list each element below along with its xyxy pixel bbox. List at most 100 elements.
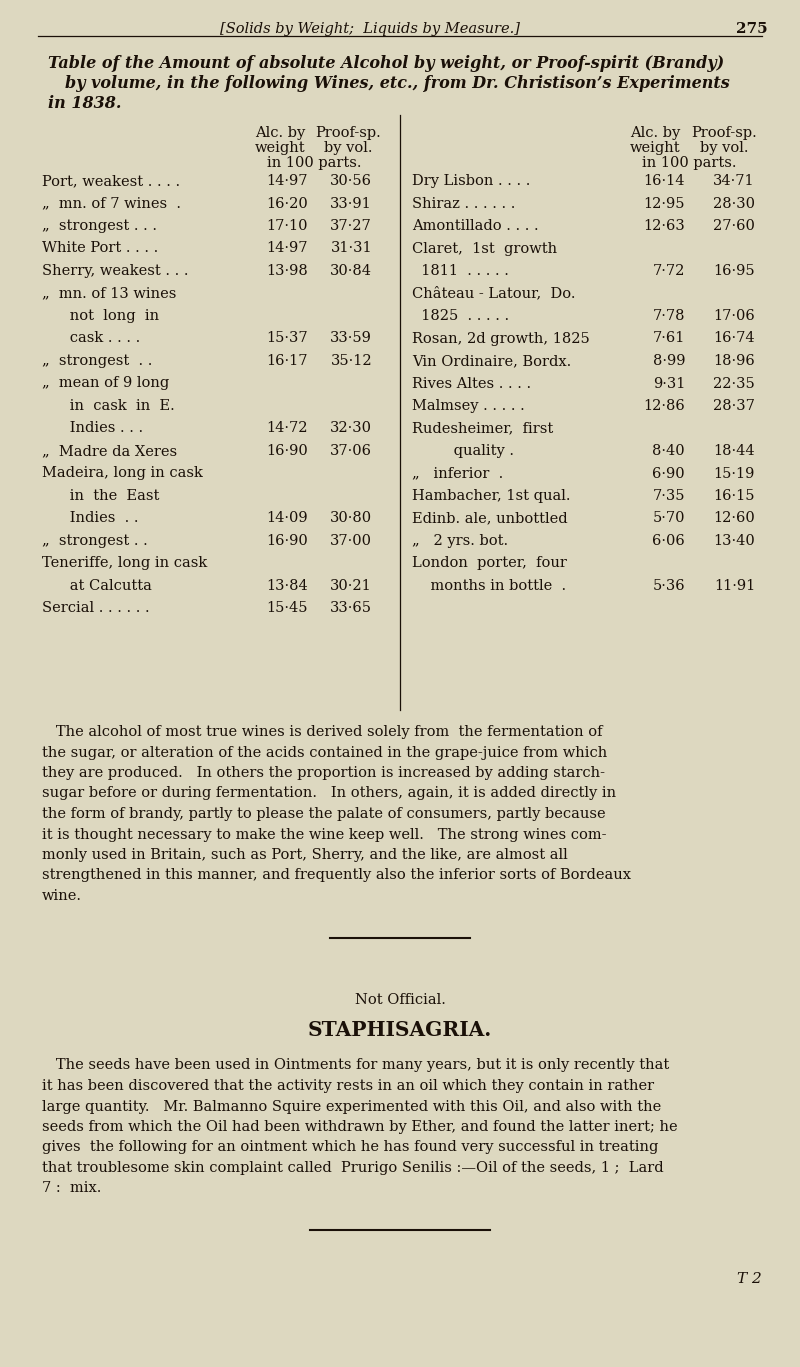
Text: cask . . . .: cask . . . .: [42, 332, 140, 346]
Text: in  the  East: in the East: [42, 489, 159, 503]
Text: 30·56: 30·56: [330, 174, 372, 189]
Text: Proof-sp.: Proof-sp.: [691, 126, 757, 139]
Text: 14·09: 14·09: [266, 511, 308, 525]
Text: 30·84: 30·84: [330, 264, 372, 278]
Text: Amontillado . . . .: Amontillado . . . .: [412, 219, 538, 232]
Text: „  strongest . .: „ strongest . .: [42, 534, 148, 548]
Text: „  mean of 9 long: „ mean of 9 long: [42, 376, 170, 391]
Text: White Port . . . .: White Port . . . .: [42, 242, 158, 256]
Text: T 2: T 2: [738, 1273, 762, 1286]
Text: 31·31: 31·31: [330, 242, 372, 256]
Text: 13·98: 13·98: [266, 264, 308, 278]
Text: 6·90: 6·90: [652, 466, 685, 480]
Text: at Calcutta: at Calcutta: [42, 580, 152, 593]
Text: 16·90: 16·90: [266, 534, 308, 548]
Text: 33·59: 33·59: [330, 332, 372, 346]
Text: 22·35: 22·35: [714, 376, 755, 391]
Text: it is thought necessary to make the wine keep well.   The strong wines com-: it is thought necessary to make the wine…: [42, 827, 606, 842]
Text: 30·21: 30·21: [330, 580, 372, 593]
Text: 7 :  mix.: 7 : mix.: [42, 1181, 102, 1196]
Text: 9·31: 9·31: [653, 376, 685, 391]
Text: 16·14: 16·14: [643, 174, 685, 189]
Text: 12·60: 12·60: [714, 511, 755, 525]
Text: 16·17: 16·17: [266, 354, 308, 368]
Text: 34·71: 34·71: [714, 174, 755, 189]
Text: [Solids by Weight;  Liquids by Measure.]: [Solids by Weight; Liquids by Measure.]: [220, 22, 520, 36]
Text: Alc. by: Alc. by: [630, 126, 680, 139]
Text: Edinb. ale, unbottled: Edinb. ale, unbottled: [412, 511, 568, 525]
Text: 15·19: 15·19: [714, 466, 755, 480]
Text: weight: weight: [630, 141, 680, 154]
Text: 16·74: 16·74: [714, 332, 755, 346]
Text: 6·06: 6·06: [652, 534, 685, 548]
Text: Vin Ordinaire, Bordx.: Vin Ordinaire, Bordx.: [412, 354, 571, 368]
Text: 16·90: 16·90: [266, 444, 308, 458]
Text: „   inferior  .: „ inferior .: [412, 466, 503, 480]
Text: Hambacher, 1st qual.: Hambacher, 1st qual.: [412, 489, 570, 503]
Text: 18·44: 18·44: [714, 444, 755, 458]
Text: „  mn. of 7 wines  .: „ mn. of 7 wines .: [42, 197, 181, 211]
Text: sugar before or during fermentation.   In others, again, it is added directly in: sugar before or during fermentation. In …: [42, 786, 616, 801]
Text: 8·40: 8·40: [652, 444, 685, 458]
Text: 14·97: 14·97: [266, 174, 308, 189]
Text: 17·06: 17·06: [714, 309, 755, 323]
Text: 275: 275: [736, 22, 768, 36]
Text: Indies . . .: Indies . . .: [42, 421, 143, 436]
Text: Indies  . .: Indies . .: [42, 511, 138, 525]
Text: 16·20: 16·20: [266, 197, 308, 211]
Text: 13·40: 13·40: [714, 534, 755, 548]
Text: Rudesheimer,  first: Rudesheimer, first: [412, 421, 554, 436]
Text: 7·61: 7·61: [653, 332, 685, 346]
Text: not  long  in: not long in: [42, 309, 159, 323]
Text: Rosan, 2d growth, 1825: Rosan, 2d growth, 1825: [412, 332, 590, 346]
Text: the form of brandy, partly to please the palate of consumers, partly because: the form of brandy, partly to please the…: [42, 807, 606, 822]
Text: the sugar, or alteration of the acids contained in the grape-juice from which: the sugar, or alteration of the acids co…: [42, 745, 607, 760]
Text: weight: weight: [254, 141, 306, 154]
Text: gives  the following for an ointment which he has found very successful in treat: gives the following for an ointment whic…: [42, 1140, 658, 1155]
Text: „  strongest  . .: „ strongest . .: [42, 354, 152, 368]
Text: Dry Lisbon . . . .: Dry Lisbon . . . .: [412, 174, 530, 189]
Text: Rives Altes . . . .: Rives Altes . . . .: [412, 376, 531, 391]
Text: in 100 parts.: in 100 parts.: [642, 156, 736, 170]
Text: „  strongest . . .: „ strongest . . .: [42, 219, 157, 232]
Text: 12·95: 12·95: [643, 197, 685, 211]
Text: 15·45: 15·45: [266, 601, 308, 615]
Text: 7·35: 7·35: [653, 489, 685, 503]
Text: by volume, in the following Wines, etc., from Dr. Christison’s Experiments: by volume, in the following Wines, etc.,…: [65, 75, 730, 92]
Text: 12·63: 12·63: [643, 219, 685, 232]
Text: London  porter,  four: London porter, four: [412, 556, 567, 570]
Text: 32·30: 32·30: [330, 421, 372, 436]
Text: Shiraz . . . . . .: Shiraz . . . . . .: [412, 197, 515, 211]
Text: Madeira, long in cask: Madeira, long in cask: [42, 466, 203, 480]
Text: Claret,  1st  growth: Claret, 1st growth: [412, 242, 557, 256]
Text: by vol.: by vol.: [324, 141, 372, 154]
Text: Port, weakest . . . .: Port, weakest . . . .: [42, 174, 180, 189]
Text: in  cask  in  E.: in cask in E.: [42, 399, 174, 413]
Text: wine.: wine.: [42, 889, 82, 904]
Text: Teneriffe, long in cask: Teneriffe, long in cask: [42, 556, 207, 570]
Text: 1811  . . . . .: 1811 . . . . .: [412, 264, 509, 278]
Text: The alcohol of most true wines is derived solely from  the fermentation of: The alcohol of most true wines is derive…: [42, 725, 602, 740]
Text: 30·80: 30·80: [330, 511, 372, 525]
Text: 37·00: 37·00: [330, 534, 372, 548]
Text: 15·37: 15·37: [266, 332, 308, 346]
Text: 8·99: 8·99: [653, 354, 685, 368]
Text: 7·72: 7·72: [653, 264, 685, 278]
Text: Sercial . . . . . .: Sercial . . . . . .: [42, 601, 150, 615]
Text: 11·91: 11·91: [714, 580, 755, 593]
Text: 37·27: 37·27: [330, 219, 372, 232]
Text: STAPHISAGRIA.: STAPHISAGRIA.: [308, 1021, 492, 1040]
Text: it has been discovered that the activity rests in an oil which they contain in r: it has been discovered that the activity…: [42, 1079, 654, 1094]
Text: 12·86: 12·86: [643, 399, 685, 413]
Text: 14·72: 14·72: [266, 421, 308, 436]
Text: 33·65: 33·65: [330, 601, 372, 615]
Text: 33·91: 33·91: [330, 197, 372, 211]
Text: 28·30: 28·30: [713, 197, 755, 211]
Text: 37·06: 37·06: [330, 444, 372, 458]
Text: seeds from which the Oil had been withdrawn by Ether, and found the latter inert: seeds from which the Oil had been withdr…: [42, 1120, 678, 1135]
Text: „  Madre da Xeres: „ Madre da Xeres: [42, 444, 177, 458]
Text: 35·12: 35·12: [330, 354, 372, 368]
Text: Alc. by: Alc. by: [255, 126, 305, 139]
Text: 28·37: 28·37: [713, 399, 755, 413]
Text: months in bottle  .: months in bottle .: [412, 580, 566, 593]
